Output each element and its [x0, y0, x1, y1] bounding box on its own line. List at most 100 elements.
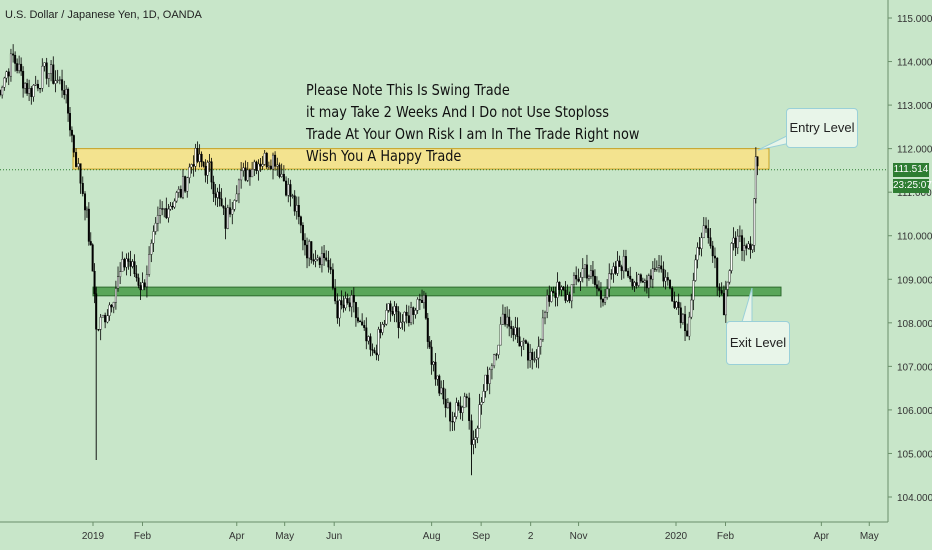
candle-body [593, 275, 596, 285]
candle-body [70, 129, 73, 136]
candle-body [585, 264, 588, 279]
candle-body [112, 301, 115, 308]
candle-body [484, 374, 487, 392]
candle-body [510, 326, 513, 329]
candle-body [295, 205, 298, 212]
candle-body [329, 266, 332, 270]
candle-body [581, 268, 584, 278]
candle-body [658, 265, 661, 268]
candle-body [79, 163, 82, 184]
candle-body [753, 198, 756, 246]
candle-body [612, 266, 615, 274]
candle-body [143, 282, 146, 287]
candle-body [677, 301, 680, 308]
candle-body [421, 299, 424, 303]
candle-body [675, 301, 678, 308]
candle-body [141, 282, 144, 291]
candle-body [137, 277, 140, 286]
candle-body [664, 277, 667, 282]
candle-body [436, 375, 439, 380]
candle-body [148, 254, 151, 275]
candle-body [720, 290, 723, 294]
candle-body [110, 304, 113, 308]
y-tick-label: 113.000 [897, 101, 932, 112]
candle-body [81, 183, 84, 194]
candle-body [637, 274, 640, 286]
candle-body [206, 162, 209, 176]
candle-body [314, 259, 317, 262]
candle-body [688, 316, 691, 337]
candle-body [181, 176, 184, 198]
candle-body [440, 387, 443, 394]
candle-body [480, 401, 483, 405]
candle-body [718, 286, 721, 291]
x-tick-label: Jun [326, 531, 342, 542]
candle-body [218, 191, 221, 199]
candle-body [522, 340, 525, 343]
candle-body [297, 205, 300, 217]
candle-body [318, 257, 321, 266]
candle-body [743, 245, 746, 251]
candle-body [529, 352, 532, 361]
candle-body [85, 208, 88, 211]
candle-body [724, 289, 727, 316]
candle-body [177, 188, 180, 193]
candle-body [202, 161, 205, 167]
x-tick-label: Feb [134, 531, 152, 542]
candle-body [99, 316, 102, 330]
candle-body [461, 407, 464, 413]
candle-body [405, 311, 408, 316]
candle-body [524, 340, 527, 344]
candle-body [539, 339, 542, 347]
candle-body [352, 295, 355, 303]
y-tick-label: 114.000 [897, 58, 932, 69]
candle-body [430, 346, 433, 365]
candle-body [618, 260, 621, 267]
candle-body [87, 208, 90, 242]
candle-body [399, 322, 402, 328]
candle-body [152, 231, 155, 244]
candle-body [434, 361, 437, 380]
x-tick-label: May [860, 531, 879, 542]
candle-body [575, 275, 578, 280]
current-price-tag: 111.514 [893, 163, 929, 177]
x-tick-label: 2020 [665, 531, 688, 542]
candle-body [114, 288, 117, 303]
x-tick-label: Apr [229, 531, 245, 542]
candle-body [468, 397, 471, 421]
candle-body [235, 193, 238, 201]
candle-body [451, 421, 454, 423]
candle-body [91, 244, 94, 272]
candle-body [16, 63, 19, 71]
candle-body [169, 205, 172, 210]
candle-body [255, 161, 258, 171]
candle-body [395, 306, 398, 312]
candle-body [649, 275, 652, 280]
candle-body [486, 374, 489, 384]
exit-level-callout[interactable]: Exit Level [726, 321, 790, 365]
candle-body [312, 259, 315, 262]
entry-level-callout[interactable]: Entry Level [786, 108, 858, 148]
candle-body [570, 284, 573, 302]
candle-body [472, 439, 475, 445]
candle-body [418, 299, 421, 301]
x-tick-label: Feb [717, 531, 735, 542]
candle-body [240, 170, 243, 181]
candle-body [641, 280, 644, 283]
candle-body [424, 295, 427, 319]
candle-body [476, 427, 479, 438]
candle-body [192, 164, 195, 167]
candle-body [373, 350, 376, 354]
candle-body [350, 295, 353, 308]
candle-body [645, 280, 648, 289]
candle-body [558, 281, 561, 290]
candle-body [165, 208, 168, 218]
candle-body [251, 169, 254, 178]
candle-body [508, 316, 511, 327]
candle-body [597, 288, 600, 291]
candle-body [709, 237, 712, 247]
candle-body [336, 300, 339, 319]
candle-body [68, 113, 71, 131]
